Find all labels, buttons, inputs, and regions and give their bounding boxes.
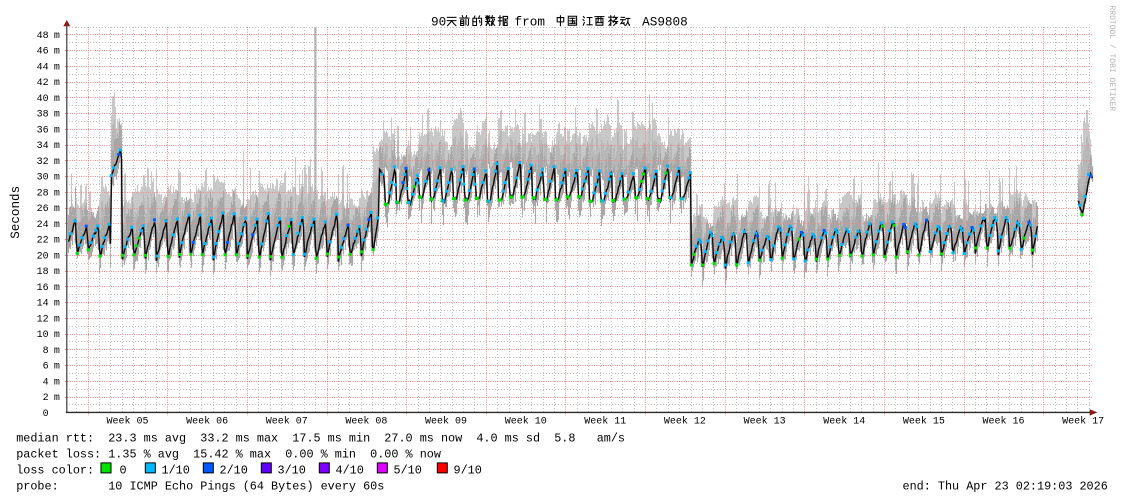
- svg-text:Week 11: Week 11: [584, 416, 626, 428]
- svg-text:m: m: [54, 330, 60, 341]
- svg-text:38: 38: [37, 110, 49, 121]
- svg-text:m: m: [54, 189, 60, 200]
- svg-text:Week 06: Week 06: [186, 416, 228, 428]
- svg-text:m: m: [54, 63, 60, 74]
- svg-text:Week 15: Week 15: [903, 416, 945, 428]
- svg-text:m: m: [54, 141, 60, 152]
- svg-text:46: 46: [37, 47, 49, 58]
- svg-text:Week 08: Week 08: [345, 416, 387, 428]
- svg-text:12: 12: [37, 314, 49, 325]
- svg-text:2: 2: [43, 393, 49, 404]
- svg-text:34: 34: [37, 141, 49, 152]
- svg-text:3/10: 3/10: [278, 464, 306, 478]
- svg-text:from: from: [515, 14, 545, 29]
- svg-text:end: Thu Apr 23 02:19:03 2026: end: Thu Apr 23 02:19:03 2026: [903, 480, 1108, 494]
- svg-text:48: 48: [37, 31, 49, 42]
- svg-text:0: 0: [120, 464, 127, 478]
- svg-text:30: 30: [37, 173, 49, 184]
- svg-text:2/10: 2/10: [220, 464, 248, 478]
- svg-text:Week 12: Week 12: [664, 416, 706, 428]
- svg-text:m: m: [54, 299, 60, 310]
- svg-text:22: 22: [37, 236, 49, 247]
- svg-text:AS9808: AS9808: [642, 14, 688, 29]
- svg-text:8: 8: [43, 346, 49, 357]
- svg-text:20: 20: [37, 251, 49, 262]
- svg-text:m: m: [54, 31, 60, 42]
- svg-text:m: m: [54, 393, 60, 404]
- svg-text:m: m: [54, 220, 60, 231]
- svg-text:m: m: [54, 110, 60, 121]
- svg-text:44: 44: [37, 63, 49, 74]
- svg-text:4/10: 4/10: [336, 464, 364, 478]
- svg-text:Week 07: Week 07: [266, 416, 308, 428]
- svg-text:m: m: [54, 346, 60, 357]
- svg-text:m: m: [54, 94, 60, 105]
- svg-text:Week 09: Week 09: [425, 416, 467, 428]
- svg-text:m: m: [54, 78, 60, 89]
- svg-text:m: m: [54, 362, 60, 373]
- svg-text:36: 36: [37, 126, 49, 137]
- svg-text:40: 40: [37, 94, 49, 105]
- svg-text:9/10: 9/10: [454, 464, 482, 478]
- svg-text:16: 16: [37, 283, 49, 294]
- svg-text:28: 28: [37, 189, 49, 200]
- svg-text:m: m: [54, 126, 60, 137]
- svg-text:10: 10: [37, 330, 49, 341]
- svg-text:m: m: [54, 173, 60, 184]
- svg-text:m: m: [54, 157, 60, 168]
- svg-text:Seconds: Seconds: [9, 186, 23, 239]
- svg-text:packet loss: 1.35 % avg 15.42: packet loss: 1.35 % avg 15.42 % max 0.00…: [16, 448, 441, 462]
- svg-text:32: 32: [37, 157, 49, 168]
- svg-text:24: 24: [37, 220, 49, 231]
- svg-text:m: m: [54, 236, 60, 247]
- svg-text:m: m: [54, 47, 60, 58]
- svg-text:median rtt: 23.3 ms avg 33.2: median rtt: 23.3 ms avg 33.2 ms max 17.5…: [16, 431, 625, 445]
- svg-text:42: 42: [37, 78, 49, 89]
- svg-text:4: 4: [43, 377, 49, 388]
- svg-text:m: m: [54, 267, 60, 278]
- svg-text:14: 14: [37, 299, 49, 310]
- svg-text:Week 17: Week 17: [1062, 416, 1104, 428]
- svg-text:Week 13: Week 13: [744, 416, 786, 428]
- svg-text:m: m: [54, 377, 60, 388]
- svg-text:5/10: 5/10: [394, 464, 422, 478]
- svg-text:Week 10: Week 10: [505, 416, 547, 428]
- svg-text:0: 0: [43, 409, 49, 420]
- svg-text:Week 16: Week 16: [982, 416, 1024, 428]
- svg-text:Week 05: Week 05: [106, 416, 148, 428]
- svg-text:1/10: 1/10: [162, 464, 190, 478]
- svg-text:loss color:: loss color:: [16, 464, 94, 478]
- svg-text:m: m: [54, 204, 60, 215]
- svg-text:RRDTOOL / TOBI OETIKER: RRDTOOL / TOBI OETIKER: [1107, 6, 1116, 112]
- svg-text:18: 18: [37, 267, 49, 278]
- svg-text:6: 6: [43, 362, 49, 373]
- svg-text:Week 14: Week 14: [823, 416, 865, 428]
- svg-text:90: 90: [431, 14, 446, 29]
- svg-text:m: m: [54, 251, 60, 262]
- svg-text:probe: 10 ICMP Echo Ping: probe: 10 ICMP Echo Pings (64 Bytes) eve…: [16, 480, 384, 494]
- svg-text:26: 26: [37, 204, 49, 215]
- svg-text:m: m: [54, 283, 60, 294]
- svg-text:m: m: [54, 314, 60, 325]
